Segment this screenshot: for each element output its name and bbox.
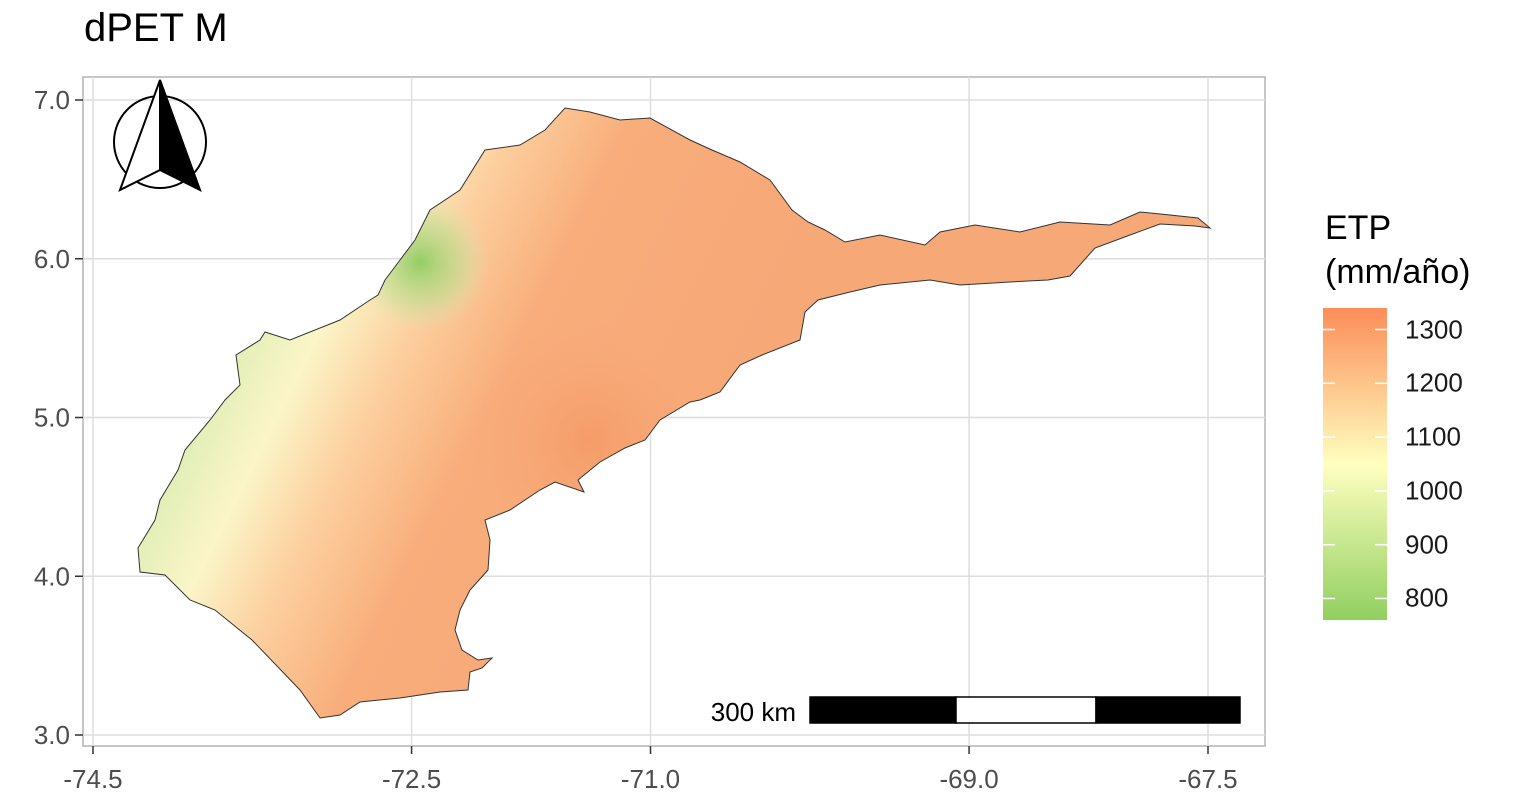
x-axis: -74.5 -72.5 -71.0 -69.0 -67.5 — [63, 746, 1238, 794]
scale-bar-segment-1 — [809, 696, 957, 724]
legend-label: 800 — [1405, 582, 1449, 613]
scale-bar-segment-2 — [955, 696, 1097, 724]
legend-label: 1100 — [1405, 421, 1461, 452]
x-tick-label: -69.0 — [939, 764, 998, 794]
scale-bar-segment-3 — [1095, 696, 1241, 724]
x-tick-label: -71.0 — [621, 764, 680, 794]
map-title: dPET M — [84, 6, 228, 50]
x-tick-label: -74.5 — [63, 764, 122, 794]
legend-colorbar — [1323, 308, 1387, 620]
legend-title-line-1: ETP — [1325, 209, 1392, 247]
y-tick-label: 7.0 — [34, 85, 70, 115]
north-arrow-icon — [113, 79, 207, 193]
x-tick-label: -72.5 — [382, 764, 441, 794]
legend-label: 1300 — [1405, 314, 1463, 345]
y-tick-label: 4.0 — [34, 561, 70, 591]
legend-label: 1000 — [1405, 475, 1463, 506]
y-axis: 3.0 4.0 5.0 6.0 7.0 — [34, 85, 83, 750]
y-tick-label: 6.0 — [34, 244, 70, 274]
scale-bar: 300 km — [711, 696, 1241, 727]
y-tick-label: 5.0 — [34, 403, 70, 433]
basin-outline — [137, 107, 1212, 719]
scale-bar-label: 300 km — [711, 697, 796, 727]
y-tick-label: 3.0 — [34, 720, 70, 750]
legend-title-line-2: (mm/año) — [1325, 253, 1471, 291]
x-tick-label: -67.5 — [1178, 764, 1237, 794]
legend-ticks — [1323, 328, 1387, 600]
legend-label: 1200 — [1405, 367, 1463, 398]
legend-label: 900 — [1405, 529, 1449, 560]
legend-title: ETP (mm/año) — [1325, 206, 1470, 294]
